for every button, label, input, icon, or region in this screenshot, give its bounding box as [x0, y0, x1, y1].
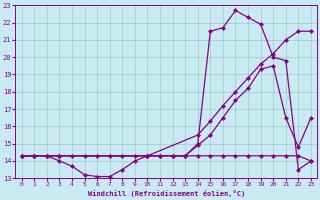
- X-axis label: Windchill (Refroidissement éolien,°C): Windchill (Refroidissement éolien,°C): [88, 190, 245, 197]
